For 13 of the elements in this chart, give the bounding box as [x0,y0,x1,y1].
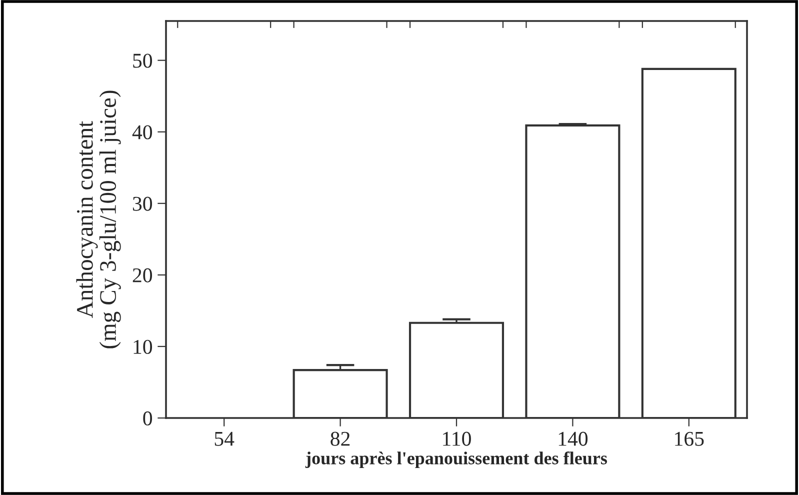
y-tick-label: 50 [133,54,152,68]
x-tick-label: 165 [675,432,704,446]
x-tick-label: 140 [558,432,588,446]
y-tick-label: 30 [132,196,152,211]
y-tick-label: 0 [143,411,152,426]
y-tick-label: 20 [132,268,152,282]
y-tick-label: 40 [132,125,152,140]
x-tick-label: 82 [330,432,350,446]
y-axis-title: Anthocyanin content (mg Cy 3-glu/100 ml juice) [76,90,121,348]
x-tick-label: 110 [443,432,471,446]
y-tick-label: 10 [134,340,152,354]
x-tick-label: 54 [214,432,234,446]
x-axis-title: jours après l'epanouissement des fleurs [305,451,608,468]
